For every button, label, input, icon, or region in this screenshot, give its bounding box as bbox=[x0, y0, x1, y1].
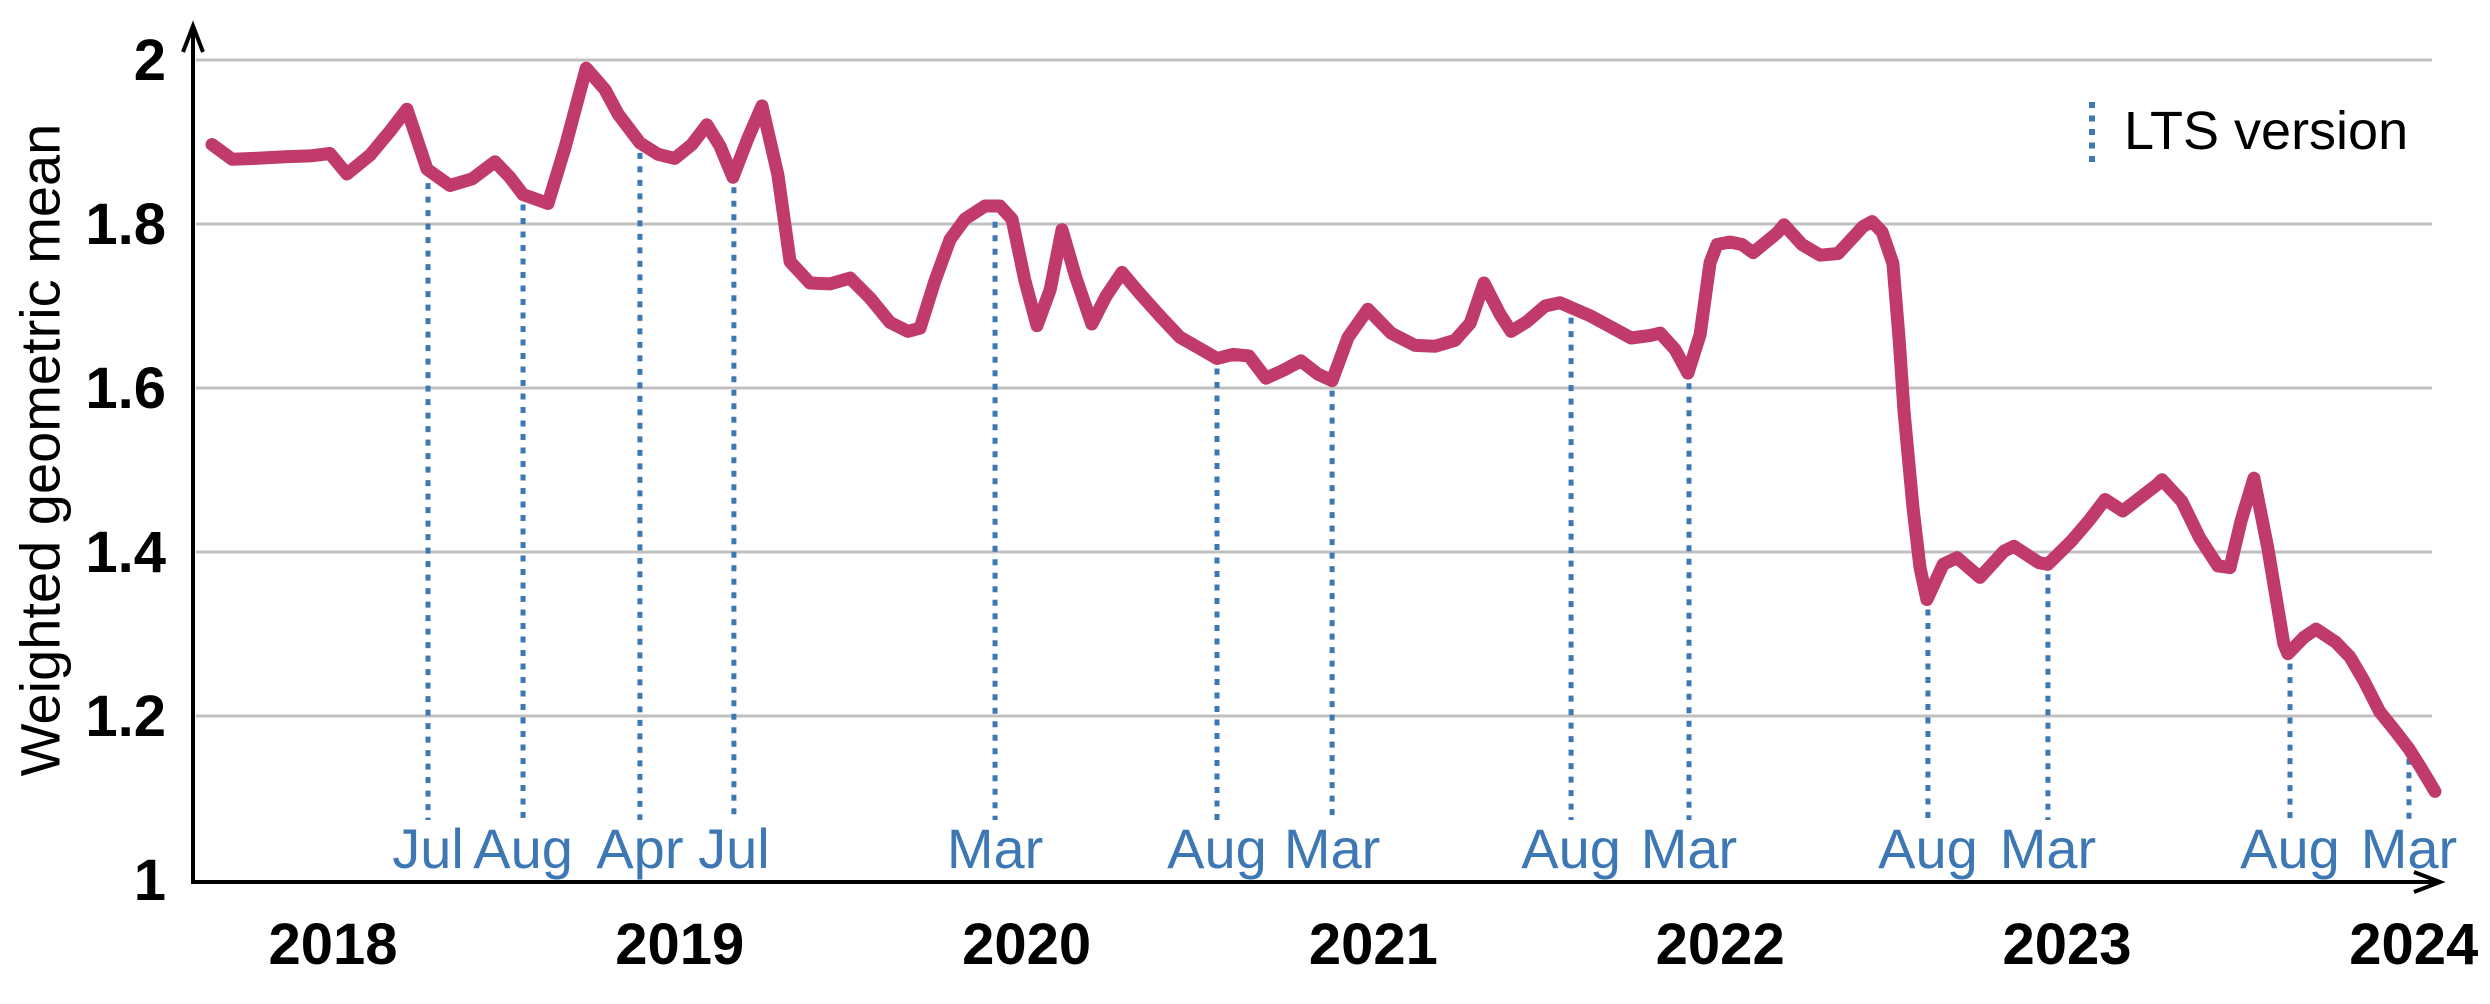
lts-marker-label: Aug bbox=[473, 817, 573, 880]
legend: LTS version bbox=[2086, 100, 2408, 168]
y-tick-label: 1.8 bbox=[85, 192, 166, 257]
x-tick-label: 2022 bbox=[1656, 912, 1785, 977]
x-tick-label: 2023 bbox=[2002, 912, 2131, 977]
lts-marker-label: Mar bbox=[947, 817, 1043, 880]
series-line bbox=[205, 61, 2442, 798]
lts-marker-label: Mar bbox=[1284, 817, 1380, 880]
x-tick-label: 2021 bbox=[1309, 912, 1438, 977]
y-tick-label: 1.6 bbox=[85, 356, 166, 421]
lts-dotted-line-icon bbox=[2089, 102, 2095, 168]
x-tick-label: 2018 bbox=[268, 912, 397, 977]
lts-marker-label: Jul bbox=[698, 817, 770, 880]
y-tick-label: 1.2 bbox=[85, 684, 166, 749]
lts-marker-label: Aug bbox=[1167, 817, 1267, 880]
x-tick-label: 2020 bbox=[962, 912, 1091, 977]
lts-marker-label: Aug bbox=[1521, 817, 1621, 880]
lts-marker-label: Aug bbox=[2240, 817, 2340, 880]
lts-marker-label: Mar bbox=[2000, 817, 2096, 880]
y-tick-label: 1.4 bbox=[85, 520, 166, 585]
y-axis-arrowhead bbox=[181, 20, 205, 53]
y-tick-label: 2 bbox=[134, 28, 166, 93]
x-axis-arrowhead bbox=[2413, 870, 2446, 894]
lts-marker-label: Mar bbox=[2361, 817, 2457, 880]
x-tick-label: 2019 bbox=[615, 912, 744, 977]
lts-marker-label: Apr bbox=[596, 817, 683, 880]
lts-marker-label: Aug bbox=[1878, 817, 1978, 880]
legend-label: LTS version bbox=[2124, 101, 2409, 161]
y-tick-label: 1 bbox=[134, 848, 166, 913]
lts-marker-label: Jul bbox=[392, 817, 464, 880]
lts-marker-label: Mar bbox=[1641, 817, 1737, 880]
x-tick-label: 2024 bbox=[2349, 912, 2478, 977]
